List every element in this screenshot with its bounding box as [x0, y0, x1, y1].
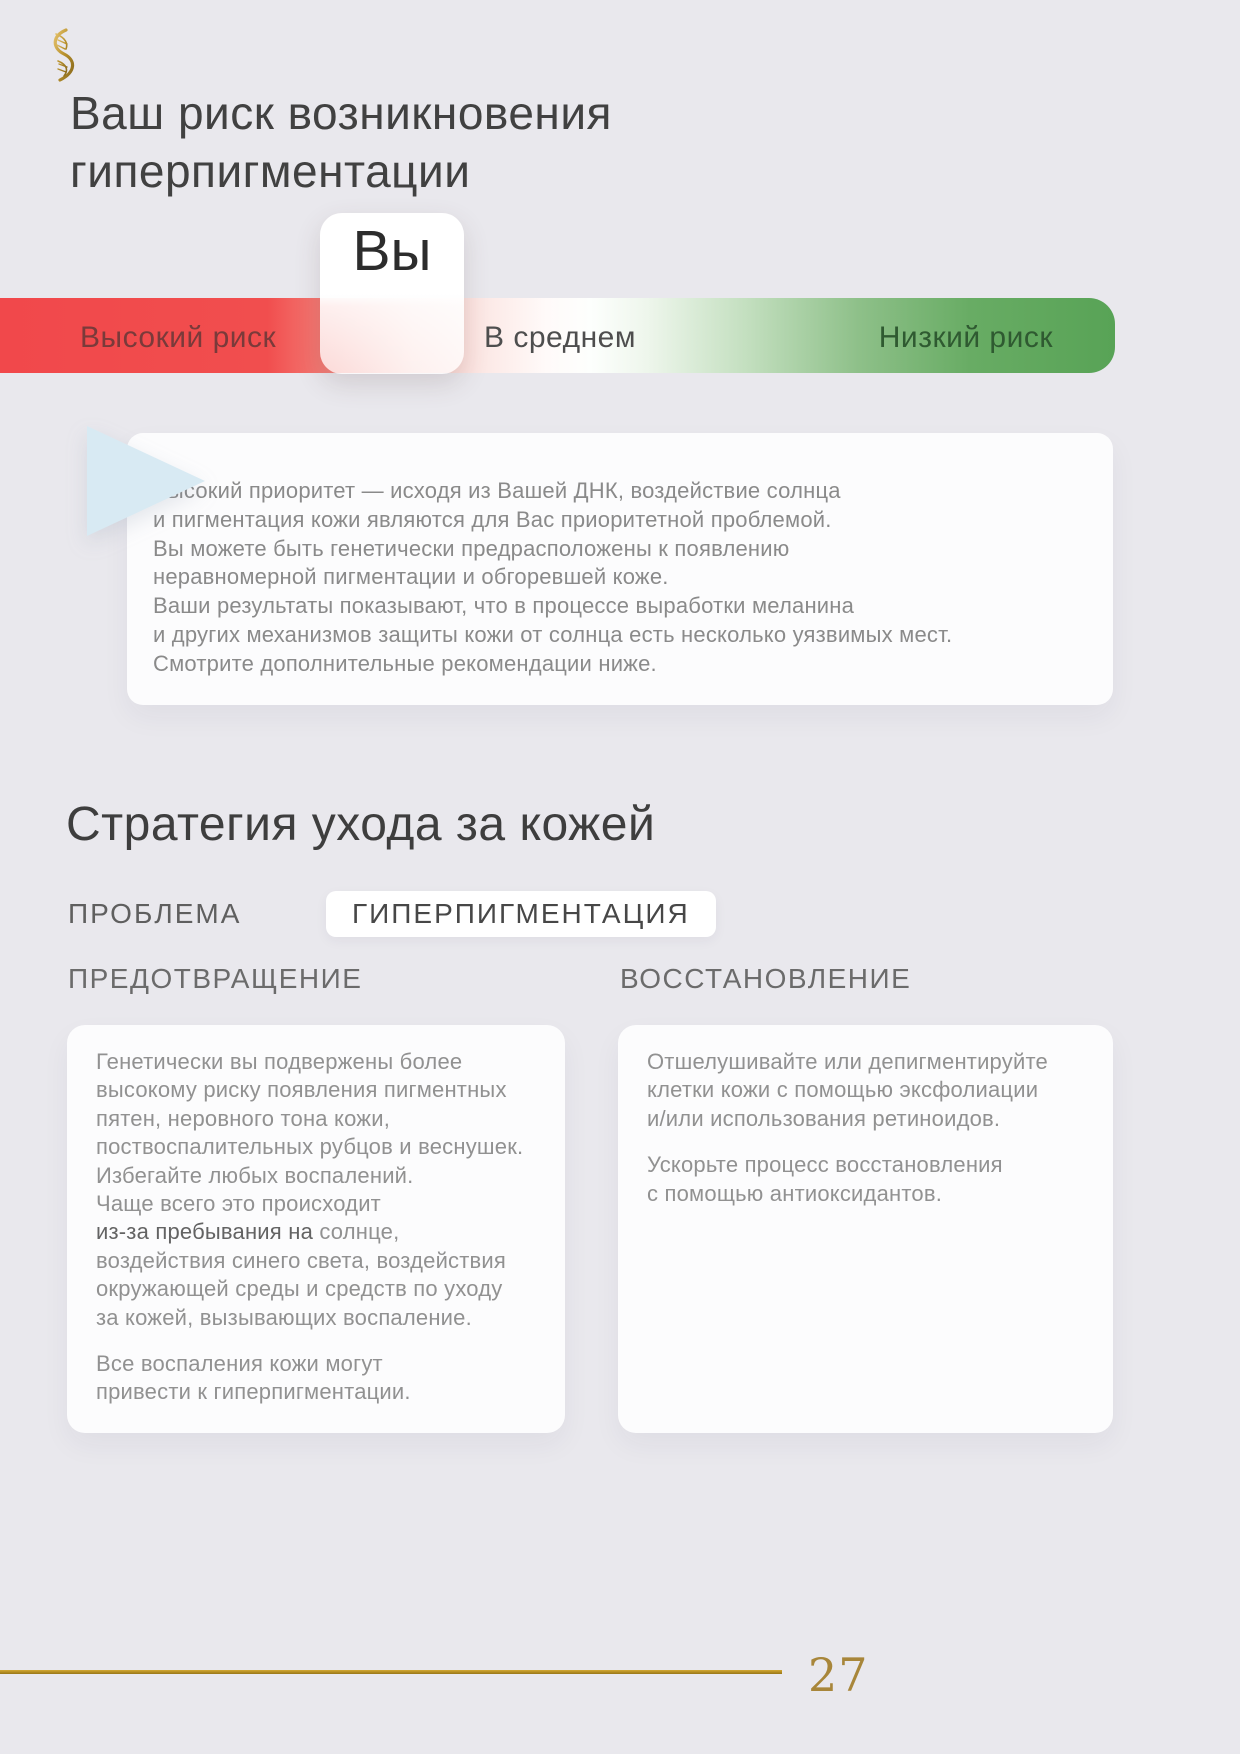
risk-marker-card: Вы	[320, 213, 464, 374]
risk-label-medium: В среднем	[484, 321, 636, 354]
page-title: Ваш риск возникновения гиперпигментации	[70, 84, 970, 200]
risk-label-low: Низкий риск	[878, 321, 1053, 354]
footer-divider	[0, 1670, 782, 1674]
summary-text: Высокий приоритет — исходя из Вашей ДНК,…	[153, 478, 953, 676]
page-number: 27	[808, 1648, 869, 1702]
summary-card: Высокий приоритет — исходя из Вашей ДНК,…	[127, 433, 1113, 705]
prevention-header: ПРЕДОТВРАЩЕНИЕ	[68, 963, 363, 994]
strategy-section-title: Стратегия ухода за кожей	[66, 798, 656, 851]
restoration-card-text: Отшелушивайте или депигментируйте клетки …	[647, 1049, 1048, 1206]
restoration-card: Отшелушивайте или депигментируйте клетки …	[618, 1025, 1113, 1433]
dna-logo-icon	[46, 28, 78, 82]
prevention-card-text: Генетически вы подвержены более высокому …	[96, 1049, 524, 1405]
problem-label: ПРОБЛЕМА	[68, 898, 242, 929]
restoration-header: ВОССТАНОВЛЕНИЕ	[620, 963, 912, 994]
page-title-line2: гиперпигментации	[70, 145, 471, 197]
prevention-card: Генетически вы подвержены более высокому …	[67, 1025, 565, 1433]
problem-value-pill: ГИПЕРПИГМЕНТАЦИЯ	[326, 891, 716, 937]
arrow-triangle-icon	[87, 426, 205, 536]
page-title-line1: Ваш риск возникновения	[70, 87, 612, 139]
risk-gradient-bar: Высокий риск В среднем Низкий риск	[0, 298, 1115, 373]
risk-marker-label: Вы	[352, 219, 432, 283]
risk-label-high: Высокий риск	[80, 321, 277, 354]
